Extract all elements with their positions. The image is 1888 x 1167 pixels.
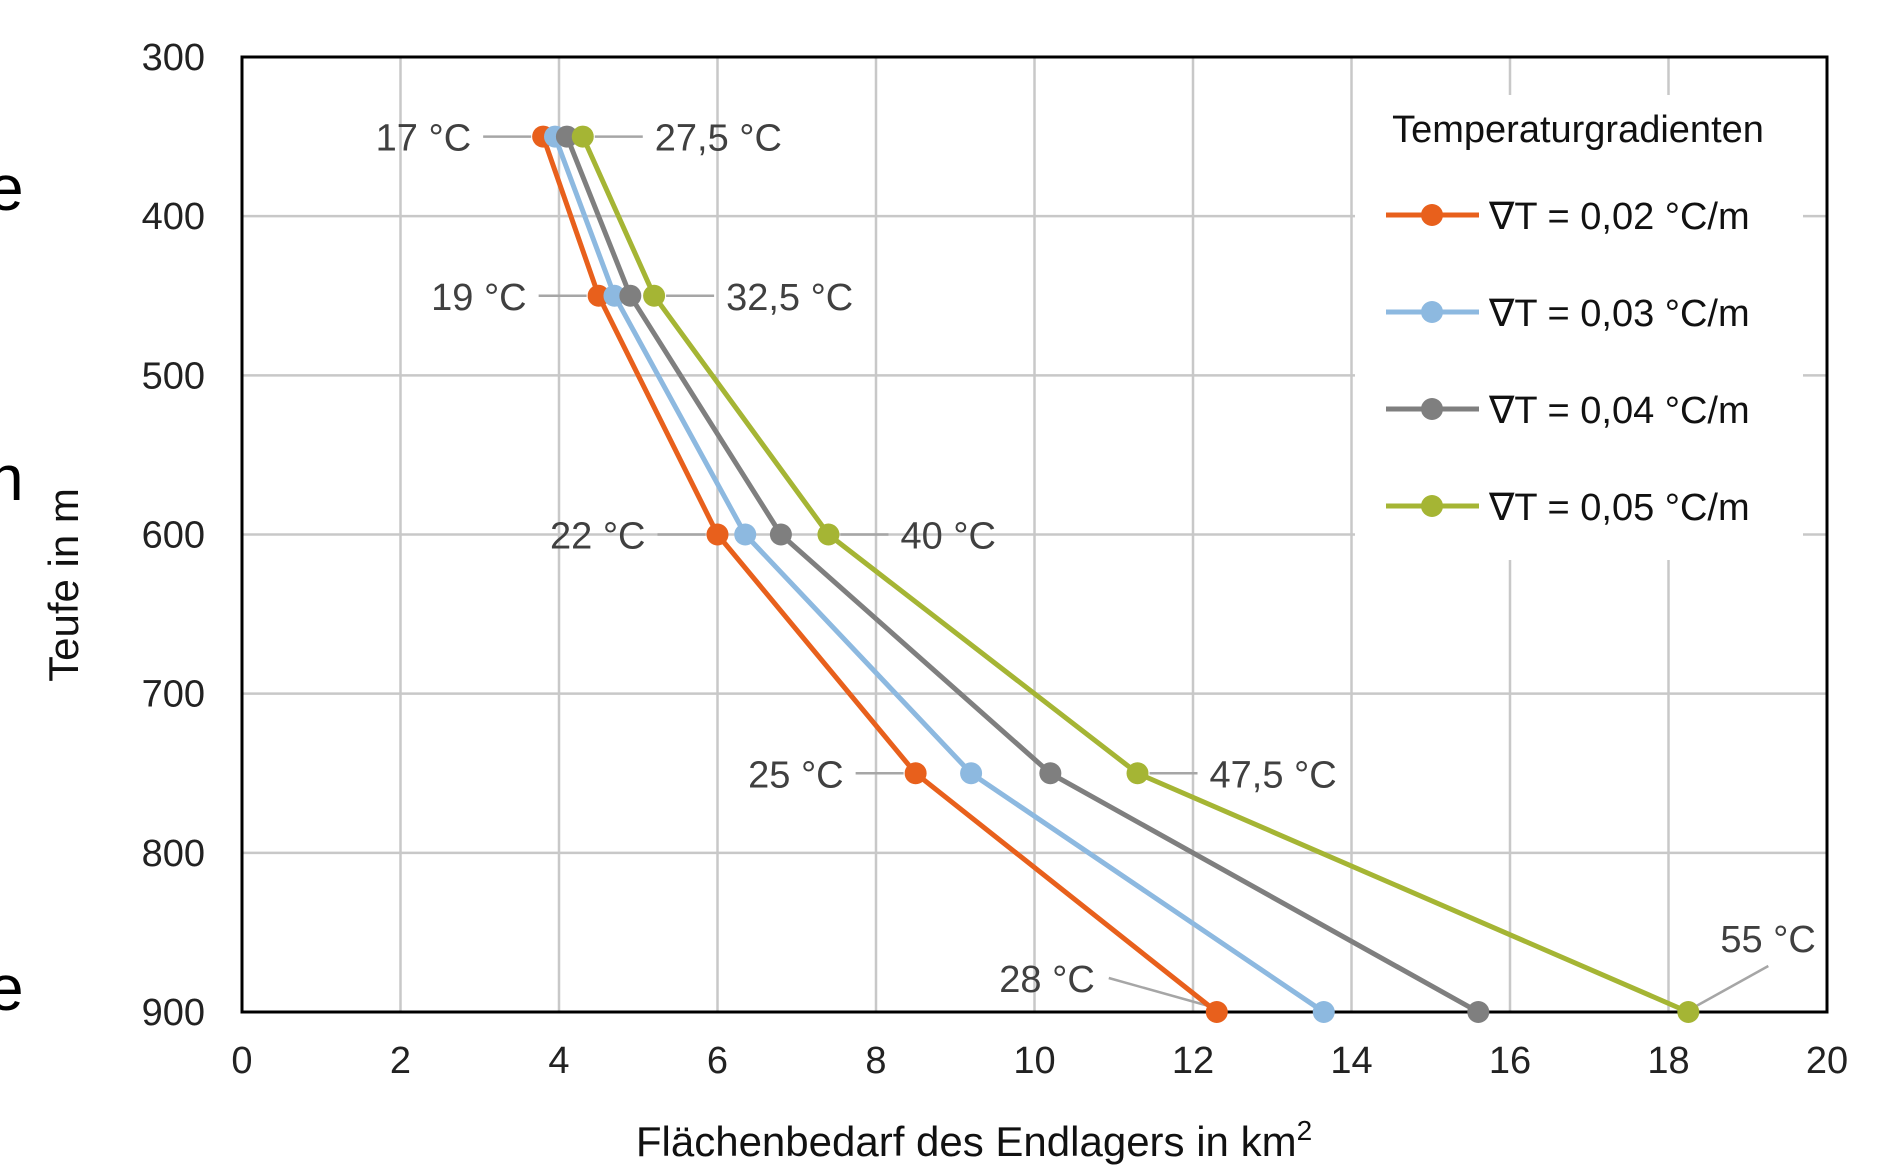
legend-swatch-marker xyxy=(1421,495,1443,517)
data-point xyxy=(587,284,610,307)
legend-entry: ∇T = 0,05 °C/m xyxy=(1488,487,1750,529)
x-tick-label: 12 xyxy=(1172,1040,1214,1082)
temperature-label: 22 °C xyxy=(550,516,645,558)
x-tick-label: 16 xyxy=(1489,1040,1531,1082)
series-line xyxy=(564,135,1480,1015)
legend: Temperaturgradienten ∇T = 0,02 °C/m ∇T = … xyxy=(1355,95,1803,560)
data-point xyxy=(734,523,757,546)
data-point xyxy=(643,284,666,307)
x-tick-label: 20 xyxy=(1806,1040,1848,1082)
legend-swatch-marker xyxy=(1421,301,1443,323)
temperature-label: 40 °C xyxy=(900,516,995,558)
x-tick-label: 4 xyxy=(548,1040,569,1082)
data-point xyxy=(904,762,927,785)
page-fragment-2: n xyxy=(0,442,24,514)
temperature-label: 19 °C xyxy=(431,277,526,319)
x-axis-ticks: 0 2 4 6 8 10 12 14 16 18 20 xyxy=(231,1040,1848,1082)
series-line xyxy=(552,135,1326,1015)
temperature-label: 27,5 °C xyxy=(655,118,782,160)
y-tick-label: 500 xyxy=(142,355,205,397)
x-tick-label: 8 xyxy=(865,1040,886,1082)
x-axis-label-text: Flächenbedarf des Endlagers in km xyxy=(636,1118,1297,1165)
data-point xyxy=(1039,762,1062,785)
temperature-label: 32,5 °C xyxy=(726,277,853,319)
temperature-label: 28 °C xyxy=(999,959,1094,1001)
data-point xyxy=(619,284,642,307)
legend-title: Temperaturgradienten xyxy=(1392,109,1764,151)
series-lines xyxy=(532,125,1700,1023)
series-3 xyxy=(555,125,1490,1023)
annotation-leader xyxy=(1108,976,1210,1008)
y-tick-label: 900 xyxy=(142,992,205,1034)
legend-swatch-marker xyxy=(1421,204,1443,226)
y-tick-label: 600 xyxy=(142,515,205,557)
x-tick-label: 14 xyxy=(1330,1040,1372,1082)
legend-entry: ∇T = 0,02 °C/m xyxy=(1488,196,1750,238)
temperature-label: 47,5 °C xyxy=(1210,754,1337,796)
data-point xyxy=(1312,1001,1335,1023)
temperature-annotations: 17 °C 27,5 °C 19 °C 32,5 °C 22 °C 40 °C 25 °C 4… xyxy=(376,118,1816,1008)
x-axis-label: Flächenbedarf des Endlagers in km2 xyxy=(636,1115,1312,1165)
temperature-label: 25 °C xyxy=(748,754,843,796)
page-fragment-1: e xyxy=(0,152,24,224)
data-point xyxy=(571,125,594,148)
page-fragment-3: e xyxy=(0,952,24,1024)
legend-entry: ∇T = 0,04 °C/m xyxy=(1488,390,1750,432)
x-tick-label: 2 xyxy=(390,1040,411,1082)
x-tick-label: 0 xyxy=(231,1040,252,1082)
temperature-label: 17 °C xyxy=(376,118,471,160)
data-point xyxy=(706,523,729,546)
annotation-leader xyxy=(1695,964,1769,1008)
y-tick-label: 800 xyxy=(142,833,205,875)
data-point xyxy=(769,523,792,546)
legend-background xyxy=(1355,95,1803,560)
data-point xyxy=(1467,1001,1490,1023)
x-axis-label-superscript: 2 xyxy=(1297,1115,1313,1146)
series-4 xyxy=(571,125,1700,1023)
y-tick-label: 700 xyxy=(142,674,205,716)
data-point xyxy=(555,125,578,148)
y-tick-label: 400 xyxy=(142,196,205,238)
y-axis-label: Teufe in m xyxy=(40,488,87,682)
plot-area-frame xyxy=(240,55,1829,1014)
x-tick-label: 18 xyxy=(1647,1040,1689,1082)
data-point xyxy=(1677,1001,1700,1023)
legend-swatch-marker xyxy=(1421,398,1443,420)
data-point xyxy=(1126,762,1149,785)
series-2 xyxy=(544,125,1335,1023)
data-point xyxy=(960,762,983,785)
data-point xyxy=(1205,1001,1228,1023)
x-tick-label: 6 xyxy=(707,1040,728,1082)
temperature-label: 55 °C xyxy=(1720,919,1815,961)
data-point xyxy=(817,523,840,546)
x-tick-label: 10 xyxy=(1013,1040,1055,1082)
y-tick-label: 300 xyxy=(142,37,205,79)
y-axis-ticks: 300 400 500 600 700 800 900 xyxy=(142,37,205,1034)
data-point xyxy=(603,284,626,307)
legend-entry: ∇T = 0,03 °C/m xyxy=(1488,293,1750,335)
